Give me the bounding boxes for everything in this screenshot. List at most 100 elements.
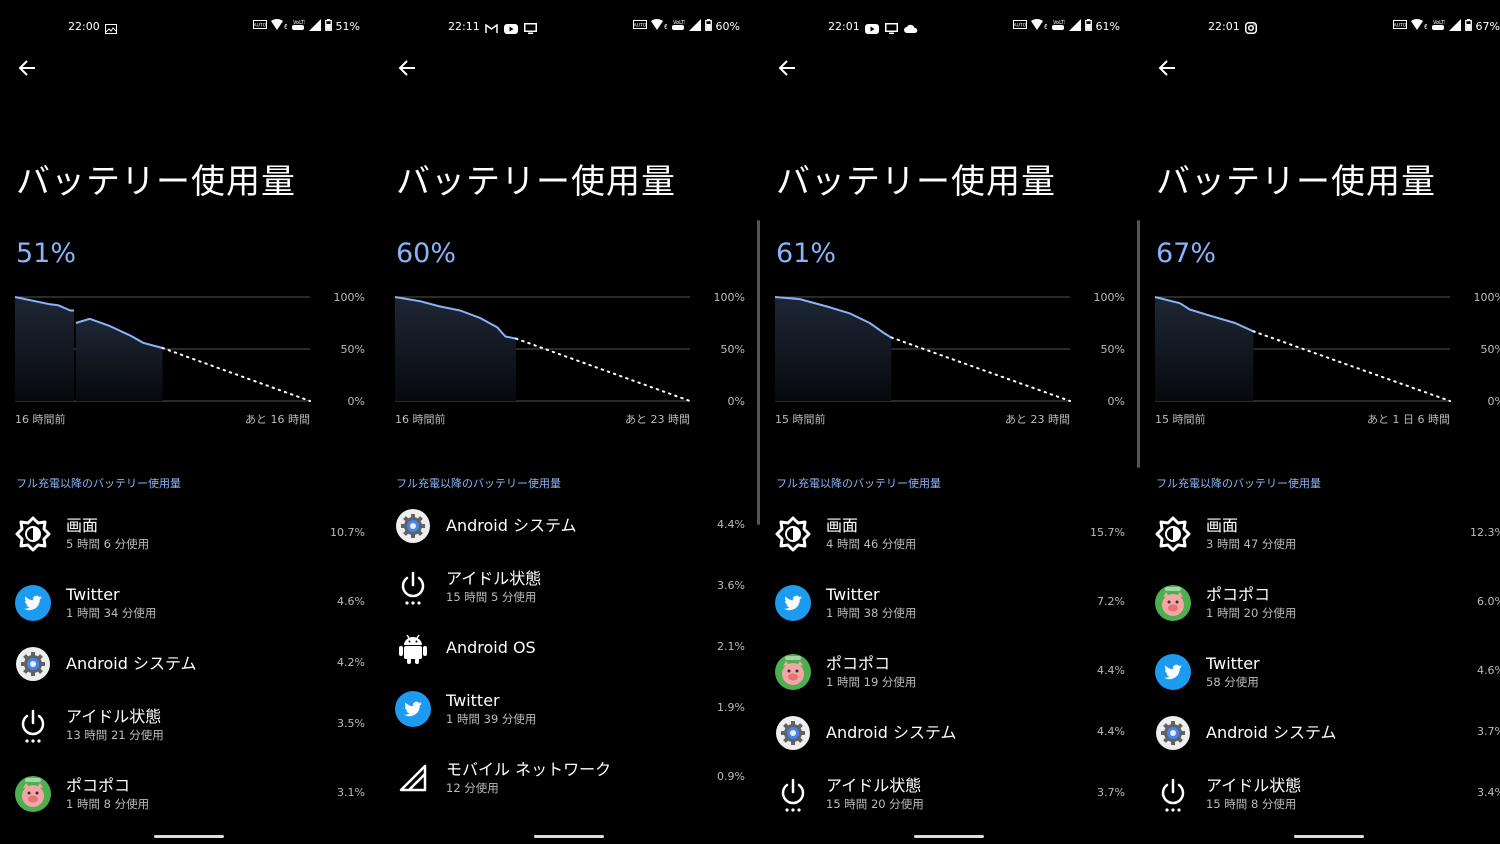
arrow-left-icon [398, 60, 415, 76]
twitter-icon [15, 584, 51, 621]
home-indicator[interactable] [154, 835, 224, 838]
scrollbar[interactable] [1137, 220, 1140, 468]
list-item[interactable]: Twitter 1 時間 39 分使用 1.9% [380, 674, 760, 743]
item-name: アイドル状態 [446, 568, 542, 588]
usage-area [395, 297, 516, 401]
item-percent: 4.2% [337, 655, 365, 669]
list-item[interactable]: アイドル状態 13 時間 21 分使用 3.5% [0, 690, 380, 759]
item-percent: 15.7% [1090, 525, 1125, 539]
item-name: Twitter [446, 690, 500, 710]
item-usage-time: 58 分使用 [1206, 674, 1259, 689]
pokopoko-icon [775, 653, 811, 690]
back-button[interactable] [1155, 55, 1181, 81]
battery-percent: 60% [715, 20, 740, 33]
item-usage-time: 15 時間 5 分使用 [446, 589, 537, 604]
battery-level: 61% [776, 238, 837, 269]
mobile-network-icon [395, 760, 431, 796]
pokopoko-icon [15, 775, 51, 812]
home-indicator[interactable] [1294, 835, 1364, 838]
auto-brightness-status-icon: AUTO [252, 20, 267, 33]
list-item[interactable]: Android システム 4.4% [380, 499, 760, 552]
battery-percent: 67% [1475, 20, 1500, 33]
notification-icons [865, 19, 918, 38]
list-item[interactable]: 画面 5 時間 6 分使用 10.7% [0, 499, 380, 568]
auto-brightness-status-icon: AUTO [1392, 20, 1407, 33]
chart-end-label: あと 23 時間 [1005, 413, 1070, 426]
scrollbar[interactable] [757, 220, 760, 525]
idle-power-icon [775, 776, 811, 812]
screen-brightness-icon [1155, 516, 1191, 552]
back-button[interactable] [775, 55, 801, 81]
item-percent: 4.6% [337, 594, 365, 608]
list-item[interactable]: アイドル状態 15 時間 5 分使用 3.6% [380, 552, 760, 621]
item-percent: 1.9% [717, 700, 745, 714]
list-item[interactable]: Android システム 4.4% [760, 706, 1140, 759]
volte-icon: VoLTE [671, 19, 687, 34]
volte-icon: VoLTE [1051, 19, 1067, 34]
back-button[interactable] [395, 55, 421, 81]
chart-start-label: 16 時間前 [395, 413, 446, 426]
android-system-icon [775, 715, 811, 751]
list-item[interactable]: 画面 4 時間 46 分使用 15.7% [760, 499, 1140, 568]
item-percent: 3.1% [337, 785, 365, 799]
item-usage-time: 1 時間 20 分使用 [1206, 605, 1297, 620]
svg-text:AUTO: AUTO [633, 23, 646, 29]
home-indicator[interactable] [914, 835, 984, 838]
usage-area [775, 297, 892, 401]
item-usage-time: 4 時間 46 分使用 [826, 536, 917, 551]
list-item[interactable]: アイドル状態 15 時間 20 分使用 3.7% [760, 759, 1140, 828]
item-percent: 0.9% [717, 769, 745, 783]
battery-chart-container: 100% 50% 0% 16 時間前 あと 23 時間 [380, 285, 760, 430]
list-item[interactable]: Android OS 2.1% [380, 621, 760, 674]
back-button[interactable] [15, 55, 41, 81]
axis-label-50: 50% [720, 343, 745, 356]
item-name: 画面 [1206, 515, 1239, 535]
axis-label-50: 50% [1100, 343, 1125, 356]
list-item[interactable]: Twitter 1 時間 38 分使用 7.2% [760, 568, 1140, 637]
list-item[interactable]: Android システム 4.2% [0, 637, 380, 690]
page-title: バッテリー使用量 [1156, 162, 1436, 202]
axis-label-100: 100% [1093, 291, 1125, 304]
battery-level: 60% [396, 238, 457, 269]
home-indicator[interactable] [534, 835, 604, 838]
list-item[interactable]: Android システム 3.7% [1140, 706, 1500, 759]
screen-cast-icon [885, 19, 898, 38]
android-system-icon [15, 646, 51, 682]
wifi-6-icon: 6 [270, 19, 289, 34]
usage-area [75, 318, 163, 401]
list-item[interactable]: ポコポコ 1 時間 19 分使用 4.4% [760, 637, 1140, 706]
svg-text:VoLTE: VoLTE [673, 20, 685, 26]
battery-usage-panel-4: 22:01 AUTO 6 VoLTE 67% バッテリー使用量 67% 100% 50% 0% 15… [1140, 0, 1500, 844]
svg-text:6: 6 [284, 23, 287, 31]
battery-chart-container: 100% 50% 0% 16 時間前 あと 16 時間 [0, 285, 380, 430]
app-usage-list: 画面 5 時間 6 分使用 10.7% Twitter 1 時間 34 分使用 4.6% A… [0, 499, 380, 828]
item-usage-time: 15 時間 20 分使用 [826, 796, 924, 811]
projection-line [1252, 330, 1451, 402]
screen-brightness-icon [775, 516, 811, 552]
battery-level: 67% [1156, 238, 1217, 269]
axis-label-50: 50% [340, 343, 365, 356]
item-percent: 4.4% [1097, 663, 1125, 677]
list-item[interactable]: 画面3 時間 47 分使用 12.3% [1140, 499, 1500, 568]
page-title: バッテリー使用量 [396, 162, 676, 202]
list-item[interactable]: モバイル ネットワーク 12 分使用 0.9% [380, 743, 760, 812]
status-icons: AUTO 6 VoLTE 60% [632, 19, 740, 34]
battery-level: 51% [16, 238, 77, 269]
status-icons: AUTO 6 VoLTE 67% [1392, 19, 1500, 34]
battery-usage-panel-2: 22:11 AUTO 6 VoLTE 60% バッテリー使用量 60% 100% 50% 0% 16… [380, 0, 760, 844]
axis-label-0: 0% [347, 395, 365, 408]
list-item[interactable]: Twitter 1 時間 34 分使用 4.6% [0, 568, 380, 637]
projection-line [161, 346, 311, 402]
volte-icon: VoLTE [291, 19, 307, 34]
notification-icons [485, 19, 537, 38]
list-item[interactable]: ポコポコ 1 時間 8 分使用 3.1% [0, 759, 380, 828]
idle-power-icon [15, 707, 51, 743]
item-usage-time: 1 時間 34 分使用 [66, 605, 157, 620]
chart-end-label: あと 1 日 6 時間 [1367, 413, 1450, 426]
item-percent: 7.2% [1097, 594, 1125, 608]
axis-label-50: 50% [1480, 343, 1500, 356]
chart-start-label: 15 時間前 [1155, 413, 1206, 426]
